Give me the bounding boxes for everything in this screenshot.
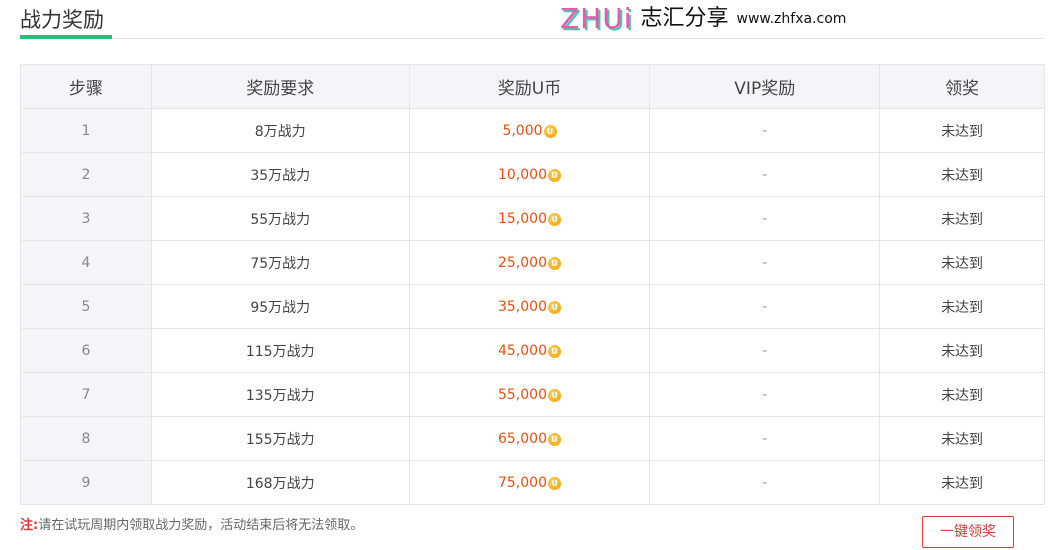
- table-row: 5 95万战力 35,000 U - 未达到: [20, 284, 1045, 329]
- table-row: 6 115万战力 45,000 U - 未达到: [20, 328, 1045, 373]
- step-cell: 5: [20, 284, 152, 329]
- u-coin-icon: U: [547, 212, 561, 226]
- table-row: 4 75万战力 25,000 U - 未达到: [20, 240, 1045, 285]
- requirement-cell: 55万战力: [150, 196, 410, 241]
- vip-cell: -: [649, 328, 881, 373]
- u-coin-icon: U: [547, 432, 561, 446]
- table-row: 3 55万战力 15,000 U - 未达到: [20, 196, 1045, 241]
- coins-cell: 45,000 U: [408, 328, 651, 373]
- page-title: 战力奖励: [20, 8, 104, 32]
- rewards-table: 步骤 奖励要求 奖励U币 VIP奖励 领奖 1 8万战力 5,000 U - 未达…: [20, 64, 1045, 505]
- coin-amount: 5,000: [502, 122, 543, 139]
- u-coin-icon: U: [547, 168, 561, 182]
- u-coin-icon: U: [543, 124, 557, 138]
- header-vip: VIP奖励: [649, 64, 881, 109]
- coins-cell: 55,000 U: [408, 372, 651, 417]
- u-coin-icon: U: [547, 300, 561, 314]
- requirement-cell: 155万战力: [150, 416, 410, 461]
- claim-status-cell: 未达到: [879, 460, 1045, 505]
- vip-cell: -: [649, 284, 881, 329]
- requirement-cell: 115万战力: [150, 328, 410, 373]
- step-cell: 4: [20, 240, 152, 285]
- coin-amount: 15,000: [497, 210, 547, 227]
- vip-cell: -: [649, 460, 881, 505]
- step-cell: 6: [20, 328, 152, 373]
- step-cell: 1: [20, 108, 152, 153]
- title-underline: [20, 35, 112, 39]
- claim-all-button[interactable]: 一键领奖: [922, 516, 1014, 548]
- coins-cell: 75,000 U: [408, 460, 651, 505]
- vip-cell: -: [649, 108, 881, 153]
- section-header: 战力奖励: [20, 0, 1044, 39]
- step-cell: 2: [20, 152, 152, 197]
- coins-cell: 5,000 U: [408, 108, 651, 153]
- u-coin-icon: U: [547, 388, 561, 402]
- coin-amount: 45,000: [497, 342, 547, 359]
- u-coin-icon: U: [547, 344, 561, 358]
- requirement-cell: 135万战力: [150, 372, 410, 417]
- header-coins: 奖励U币: [408, 64, 651, 109]
- u-coin-icon: U: [547, 476, 561, 490]
- table-header-row: 步骤 奖励要求 奖励U币 VIP奖励 领奖: [20, 64, 1045, 109]
- coins-cell: 35,000 U: [408, 284, 651, 329]
- step-cell: 3: [20, 196, 152, 241]
- claim-status-cell: 未达到: [879, 284, 1045, 329]
- note-label: 注:: [20, 518, 39, 533]
- claim-status-cell: 未达到: [879, 108, 1045, 153]
- claim-status-cell: 未达到: [879, 328, 1045, 373]
- coin-amount: 35,000: [497, 298, 547, 315]
- requirement-cell: 35万战力: [150, 152, 410, 197]
- header-step: 步骤: [20, 64, 152, 109]
- coins-cell: 65,000 U: [408, 416, 651, 461]
- table-row: 9 168万战力 75,000 U - 未达到: [20, 460, 1045, 505]
- vip-cell: -: [649, 372, 881, 417]
- coin-amount: 10,000: [497, 166, 547, 183]
- step-cell: 8: [20, 416, 152, 461]
- coins-cell: 10,000 U: [408, 152, 651, 197]
- table-row: 8 155万战力 65,000 U - 未达到: [20, 416, 1045, 461]
- table-row: 2 35万战力 10,000 U - 未达到: [20, 152, 1045, 197]
- note: 注:请在试玩周期内领取战力奖励，活动结束后将无法领取。: [20, 514, 363, 533]
- note-text: 请在试玩周期内领取战力奖励，活动结束后将无法领取。: [38, 518, 364, 533]
- requirement-cell: 168万战力: [150, 460, 410, 505]
- vip-cell: -: [649, 196, 881, 241]
- coin-amount: 75,000: [497, 474, 547, 491]
- coins-cell: 25,000 U: [408, 240, 651, 285]
- requirement-cell: 75万战力: [150, 240, 410, 285]
- vip-cell: -: [649, 152, 881, 197]
- claim-status-cell: 未达到: [879, 152, 1045, 197]
- claim-status-cell: 未达到: [879, 372, 1045, 417]
- coin-amount: 65,000: [497, 430, 547, 447]
- vip-cell: -: [649, 240, 881, 285]
- claim-status-cell: 未达到: [879, 240, 1045, 285]
- u-coin-icon: U: [547, 256, 561, 270]
- header-requirement: 奖励要求: [150, 64, 410, 109]
- step-cell: 9: [20, 460, 152, 505]
- table-row: 7 135万战力 55,000 U - 未达到: [20, 372, 1045, 417]
- requirement-cell: 8万战力: [150, 108, 410, 153]
- step-cell: 7: [20, 372, 152, 417]
- claim-status-cell: 未达到: [879, 416, 1045, 461]
- claim-status-cell: 未达到: [879, 196, 1045, 241]
- coins-cell: 15,000 U: [408, 196, 651, 241]
- coin-amount: 25,000: [497, 254, 547, 271]
- table-row: 1 8万战力 5,000 U - 未达到: [20, 108, 1045, 153]
- requirement-cell: 95万战力: [150, 284, 410, 329]
- header-claim: 领奖: [879, 64, 1045, 109]
- vip-cell: -: [649, 416, 881, 461]
- coin-amount: 55,000: [497, 386, 547, 403]
